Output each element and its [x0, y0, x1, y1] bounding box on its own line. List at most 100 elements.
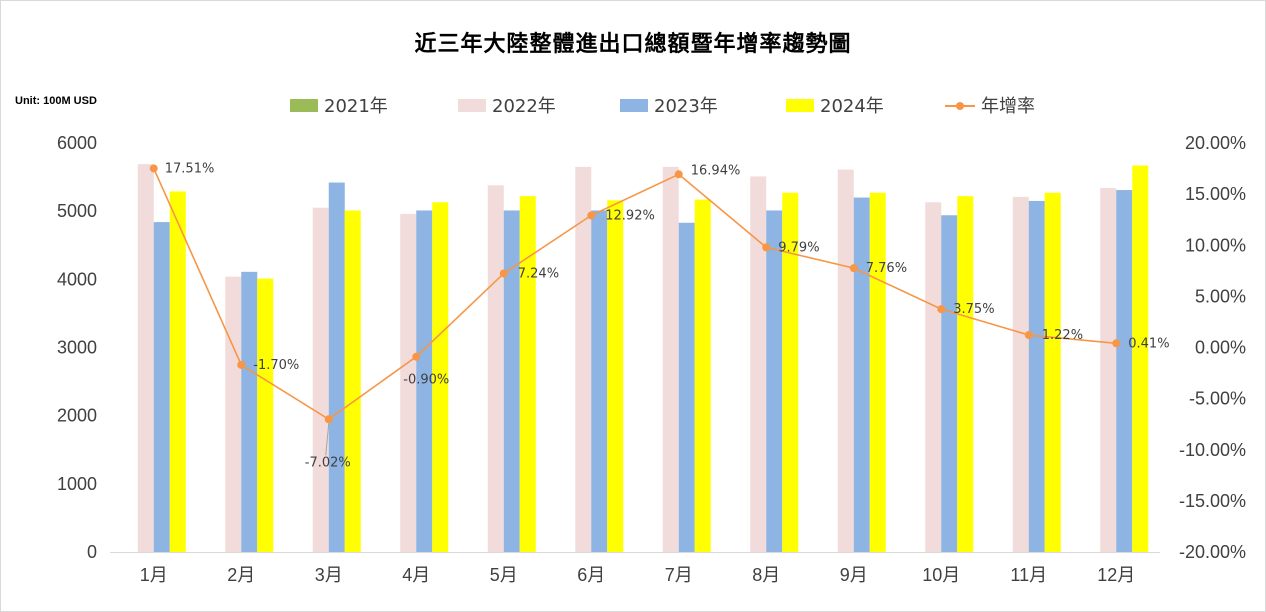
legend-item-3: 2024年	[786, 93, 884, 117]
y-tick-label: 4000	[57, 269, 97, 289]
bar-2023年	[1116, 190, 1133, 552]
growth-point	[849, 264, 858, 273]
bar-2022年	[837, 169, 854, 552]
y-tick-label: 3000	[57, 338, 97, 358]
y-tick-label: 1000	[57, 474, 97, 494]
legend-item-1: 2022年	[458, 93, 556, 117]
bar-2024年	[169, 191, 186, 553]
bar-2023年	[591, 210, 608, 553]
bar-2022年	[575, 166, 592, 552]
y2-tick-label: 20.00%	[1185, 133, 1246, 153]
bar-2024年	[432, 202, 449, 552]
y-tick-label: 2000	[57, 406, 97, 426]
x-tick-label: 4月	[402, 565, 430, 585]
y-tick-label: 0	[87, 542, 97, 562]
x-tick-label: 11月	[1010, 565, 1047, 585]
growth-point	[1024, 331, 1033, 340]
y2-tick-label: 10.00%	[1185, 235, 1246, 255]
y-tick-label: 6000	[57, 133, 97, 153]
bar-2022年	[662, 166, 679, 552]
data-label: 3.75%	[953, 302, 994, 317]
y2-tick-label: 5.00%	[1195, 286, 1246, 306]
data-label-leader	[325, 423, 330, 456]
bar-2022年	[750, 176, 767, 552]
bar-2022年	[225, 276, 242, 552]
data-label: -0.90%	[403, 373, 449, 388]
data-label: 7.24%	[518, 266, 559, 281]
growth-point	[937, 305, 946, 314]
y2-tick-label: 0.00%	[1195, 338, 1246, 358]
bar-2023年	[153, 222, 170, 552]
legend-swatch	[945, 99, 975, 112]
unit-label: Unit: 100M USD	[15, 95, 97, 107]
legend-swatch	[458, 98, 486, 112]
bar-2024年	[869, 192, 886, 553]
bar-2022年	[925, 202, 942, 552]
bar-2022年	[1100, 187, 1117, 553]
bar-2023年	[766, 210, 783, 553]
bar-2024年	[519, 196, 536, 553]
growth-point	[324, 415, 333, 424]
x-tick-label: 8月	[752, 565, 780, 585]
legend-swatch	[290, 98, 318, 112]
growth-point	[412, 352, 421, 361]
x-tick-label: 6月	[577, 565, 605, 585]
bar-2024年	[694, 199, 711, 552]
y-tick-label: 5000	[57, 201, 97, 221]
data-label: 17.51%	[165, 161, 215, 176]
x-tick-label: 1月	[140, 565, 168, 585]
bar-2024年	[257, 278, 274, 552]
growth-point	[762, 243, 771, 252]
bar-2024年	[1044, 192, 1061, 553]
x-tick-label: 3月	[315, 565, 343, 585]
bar-2024年	[1132, 165, 1149, 552]
legend-swatch	[786, 98, 814, 112]
legend-swatch	[620, 98, 648, 112]
bar-2022年	[487, 185, 504, 552]
x-tick-label: 2月	[227, 565, 255, 585]
data-label: 7.76%	[866, 261, 907, 276]
bar-2022年	[1012, 196, 1029, 552]
y2-tick-label: -20.00%	[1179, 542, 1246, 562]
data-label: -7.02%	[305, 455, 351, 470]
legend-label: 2021年	[324, 96, 388, 117]
growth-point	[1112, 339, 1121, 348]
data-label: -1.70%	[253, 358, 299, 373]
bar-2023年	[503, 210, 520, 553]
bar-2024年	[957, 196, 974, 553]
x-tick-label: 9月	[840, 565, 868, 585]
bar-2023年	[941, 215, 958, 553]
x-tick-label: 12月	[1097, 565, 1135, 585]
x-tick-label: 10月	[922, 565, 960, 585]
legend-item-2: 2023年	[620, 93, 718, 117]
growth-point	[237, 360, 246, 369]
bar-2024年	[344, 210, 361, 553]
bar-2023年	[678, 222, 695, 552]
growth-point	[587, 211, 596, 220]
y2-tick-label: 15.00%	[1185, 184, 1246, 204]
y2-tick-label: -15.00%	[1179, 491, 1246, 511]
bar-2022年	[312, 207, 329, 552]
data-label: 12.92%	[605, 208, 655, 223]
legend-item-0: 2021年	[290, 93, 388, 117]
bar-2024年	[782, 192, 799, 553]
legend-item-4: 年增率	[945, 93, 1035, 117]
y2-tick-label: -5.00%	[1189, 389, 1246, 409]
bar-2023年	[328, 182, 345, 552]
legend-label: 年增率	[981, 96, 1035, 117]
data-label: 0.41%	[1128, 336, 1169, 351]
bar-2023年	[853, 197, 870, 553]
data-label: 16.94%	[691, 163, 741, 178]
legend-label: 2023年	[654, 96, 718, 117]
legend-label: 2022年	[492, 96, 556, 117]
y2-tick-label: -10.00%	[1179, 440, 1246, 460]
growth-line	[153, 168, 1117, 421]
x-tick-label: 7月	[665, 565, 693, 585]
legend-label: 2024年	[820, 96, 884, 117]
growth-point	[149, 164, 158, 173]
data-label: 9.79%	[778, 240, 819, 255]
bar-2024年	[607, 200, 624, 552]
bar-2022年	[137, 164, 154, 553]
growth-point	[499, 269, 508, 278]
